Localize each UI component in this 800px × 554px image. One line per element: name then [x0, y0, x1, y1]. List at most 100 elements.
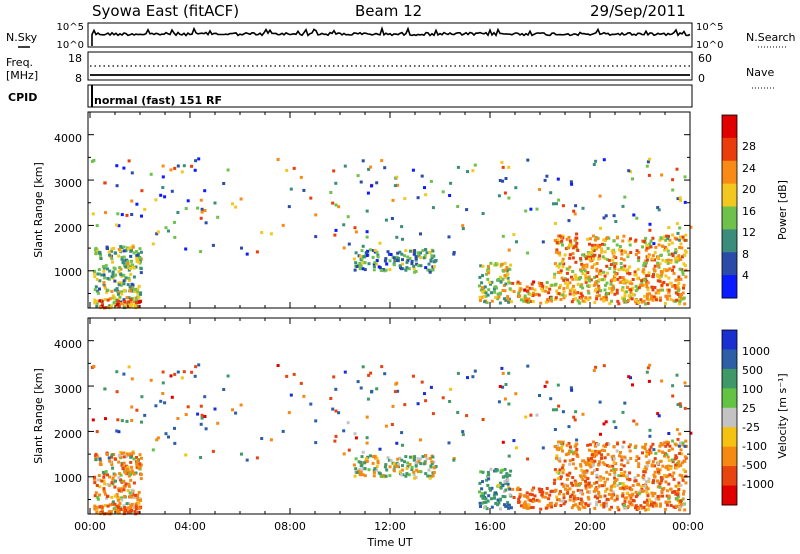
power-echo-cell: [478, 295, 482, 299]
velocity-echo-cell: [629, 494, 633, 498]
velocity-echo-cell: [117, 504, 121, 507]
velocity-echo-cell: [674, 492, 678, 496]
velocity-echo-cell: [506, 478, 510, 482]
power-echo-cell: [346, 215, 350, 219]
velocity-echo-cell: [575, 447, 579, 451]
power-echo-cell: [635, 302, 639, 305]
power-echo-cell: [677, 238, 681, 242]
power-echo-cell: [565, 237, 569, 241]
velocity-echo-cell: [595, 450, 599, 454]
power-echo-cell: [565, 267, 569, 271]
velocity-echo-cell: [628, 471, 632, 475]
power-echo-cell: [566, 282, 570, 286]
power-echo-cell: [641, 245, 644, 249]
power-echo-cell: [412, 264, 416, 268]
power-echo-cell: [525, 285, 529, 289]
power-echo-cell: [580, 283, 584, 287]
velocity-echo-cells: [90, 363, 693, 516]
velocity-echo-cell: [570, 493, 574, 497]
power-echo-cell: [359, 264, 363, 268]
power-echo-cell: [584, 257, 588, 261]
power-echo-cell: [665, 269, 669, 273]
velocity-echo-cell: [360, 455, 364, 459]
power-echo-cell: [648, 242, 652, 246]
velocity-echo-cell: [515, 446, 518, 450]
velocity-echo-cell: [659, 502, 662, 506]
velocity-echo-cell: [93, 504, 97, 508]
velocity-ytick-3000: 3000: [54, 383, 82, 396]
velocity-echo-cell: [606, 477, 609, 481]
velocity-echo-cell: [660, 379, 664, 383]
power-echo-cell: [635, 249, 639, 253]
velocity-echo-cell: [127, 511, 130, 515]
power-echo-cell: [561, 293, 565, 297]
velocity-echo-cell: [102, 472, 106, 476]
power-echo-cell: [500, 160, 504, 164]
velocity-echo-cell: [123, 506, 127, 510]
power-echo-cell: [482, 294, 486, 298]
power-echo-cell: [114, 251, 118, 255]
velocity-echo-cell: [620, 458, 624, 462]
velocity-echo-cell: [532, 486, 536, 490]
power-echo-cell: [595, 274, 599, 278]
power-echo-cell: [358, 261, 362, 265]
power-echo-cell: [98, 287, 101, 291]
power-echo-cell: [416, 196, 420, 200]
power-echo-cell: [675, 260, 679, 264]
power-echo-cell: [134, 296, 138, 300]
power-echo-cell: [424, 266, 428, 270]
power-echo-cell: [116, 212, 120, 216]
velocity-echo-cell: [677, 444, 681, 448]
velocity-echo-cell: [129, 455, 133, 459]
power-echo-cell: [620, 257, 623, 261]
velocity-echo-cell: [671, 474, 674, 478]
velocity-echo-cell: [110, 453, 114, 457]
velocity-echo-cell: [659, 442, 663, 446]
velocity-echo-cell: [106, 453, 109, 456]
velocity-echo-cell: [302, 394, 306, 398]
velocity-echo-cell: [400, 468, 404, 472]
power-echo-cell: [131, 265, 135, 269]
power-echo-cell: [562, 262, 566, 266]
power-echo-cell: [347, 242, 351, 246]
velocity-echo-cell: [452, 458, 456, 462]
power-echo-cell: [605, 281, 609, 285]
power-echo-cell: [102, 281, 106, 285]
power-echo-cell: [568, 292, 572, 296]
power-echo-cell: [645, 292, 649, 296]
power-echo-cell: [649, 294, 653, 298]
power-echo-cell: [137, 305, 141, 309]
nsearch-tick-bottom: 10^0: [696, 40, 723, 51]
power-echo-cell: [134, 265, 138, 269]
velocity-echo-cell: [190, 370, 194, 374]
velocity-echo-cell: [671, 460, 675, 464]
velocity-echo-cell: [447, 441, 451, 445]
power-echo-cell: [533, 288, 537, 292]
power-echo-cell: [507, 196, 511, 200]
velocity-echo-cell: [640, 506, 644, 510]
power-echo-cell: [675, 298, 679, 302]
velocity-echo-cell: [487, 474, 491, 478]
velocity-echo-cell: [428, 476, 432, 480]
power-echo-cell: [647, 253, 651, 257]
vel-cbar-tick-1000: 1000: [742, 345, 770, 358]
power-echo-cell: [429, 269, 433, 273]
velocity-echo-cell: [678, 473, 682, 477]
power-echo-cell: [571, 252, 575, 256]
velocity-echo-cell: [121, 467, 125, 470]
power-echo-cell: [587, 275, 591, 279]
velocity-echo-cell: [103, 504, 107, 507]
velocity-echo-cell: [645, 464, 649, 468]
velocity-echo-cell: [683, 406, 687, 410]
velocity-echo-cell: [682, 492, 685, 496]
power-echo-cell: [593, 300, 597, 304]
power-echo-cell: [382, 268, 385, 271]
power-echo-cell: [628, 272, 632, 275]
power-echo-cell: [184, 247, 188, 251]
velocity-echo-cell: [287, 411, 291, 415]
velocity-echo-cell: [595, 475, 599, 479]
velocity-echo-cell: [431, 455, 435, 459]
velocity-echo-cell: [529, 499, 533, 502]
velocity-echo-cell: [639, 489, 643, 493]
power-echo-cell: [431, 249, 435, 253]
